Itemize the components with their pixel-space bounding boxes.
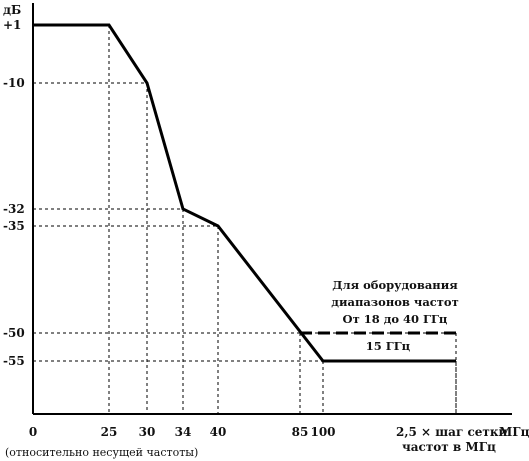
x-tick-label-0: 0: [29, 425, 37, 439]
guide-lines: [33, 24, 457, 414]
x-tick-label-last-line-1: 2,5 × шаг сетки: [396, 425, 508, 439]
y-tick-label-0: +1: [3, 18, 21, 32]
y-tick-label-5: -55: [3, 354, 25, 368]
series-group: [32, 23, 457, 363]
dashed-series-label-line-1: Для оборудования: [332, 278, 458, 292]
y-unit-label: дБ: [3, 3, 21, 17]
dashed-series-label-line-2: диапазонов частот: [331, 295, 458, 309]
y-tick-label-4: -50: [3, 326, 25, 340]
x-tick-label-5: 85: [292, 425, 309, 439]
x-tick-label-1: 25: [101, 425, 118, 439]
y-tick-label-3: -35: [3, 219, 25, 233]
x-origin-note: (относительно несущей частоты): [5, 446, 198, 459]
series-line-1-solid: [33, 23, 456, 363]
y-tick-labels: +1 -10 -32 -35 -50 -55: [3, 18, 25, 368]
x-tick-label-6: 100: [310, 425, 335, 439]
x-tick-label-2: 30: [139, 425, 156, 439]
x-unit-label: МГц: [499, 425, 529, 439]
y-tick-label-2: -32: [3, 202, 25, 216]
x-tick-labels: 0 25 30 34 40 85 100: [29, 425, 336, 439]
y-tick-label-1: -10: [3, 76, 25, 90]
x-tick-label-3: 34: [175, 425, 192, 439]
dashed-series-label-line-3: От 18 до 40 ГГц: [343, 312, 448, 326]
x-tick-label-4: 40: [210, 425, 227, 439]
solid-series-label: 15 ГГц: [366, 339, 411, 353]
x-tick-label-last-line-2: частот в МГц: [402, 440, 496, 454]
axes: [32, 3, 512, 415]
